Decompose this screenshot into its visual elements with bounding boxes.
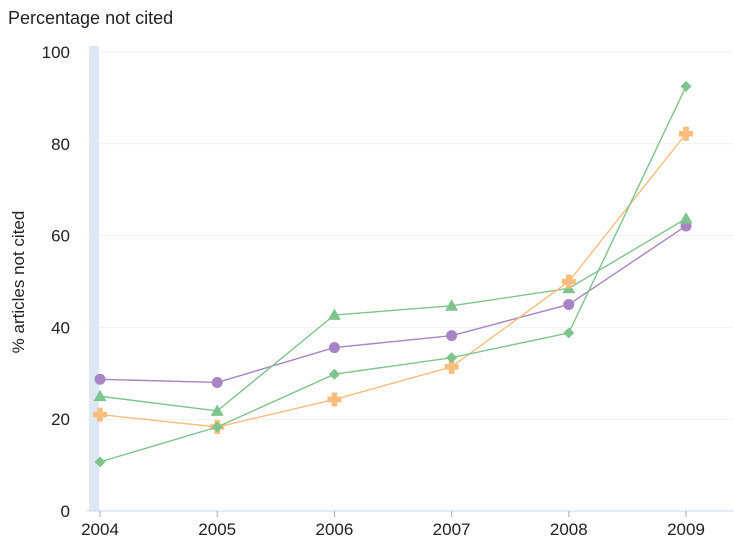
- series-group: [93, 80, 693, 468]
- x-tick-label: 2004: [81, 520, 119, 539]
- axes: 0 20 40 60 80 100 2004 2005 2006 2007 2008 2009: [42, 43, 733, 539]
- point-triangle: [210, 404, 224, 416]
- point-cross: [679, 126, 693, 141]
- series-line: [99, 225, 687, 384]
- point-cross: [327, 392, 342, 407]
- point-circle: [94, 373, 106, 385]
- point-triangle: [93, 389, 107, 402]
- series-cross: [93, 126, 693, 435]
- point-cross: [93, 407, 107, 422]
- y-tick-label: 20: [51, 410, 70, 429]
- y-tick-label: 100: [42, 43, 70, 62]
- y-axis-title: % articles not cited: [9, 211, 28, 354]
- point-circle: [446, 330, 458, 342]
- x-tick-label: 2009: [667, 520, 705, 539]
- x-tick-label: 2007: [433, 520, 471, 539]
- point-diamond: [446, 352, 458, 364]
- series-triangle: [93, 212, 693, 416]
- series-diamond: [94, 80, 692, 468]
- point-circle: [211, 376, 223, 388]
- point-cross: [444, 359, 459, 374]
- y-tick-label: 0: [61, 502, 70, 521]
- point-triangle: [327, 308, 341, 320]
- y-tick-label: 40: [51, 318, 70, 337]
- grid-lines: [87, 51, 733, 420]
- point-circle: [563, 298, 575, 310]
- point-circle: [328, 342, 340, 354]
- x-tick-label: 2005: [198, 520, 236, 539]
- point-triangle: [679, 212, 693, 224]
- x-tick-label: 2008: [550, 520, 588, 539]
- series-line: [99, 133, 687, 428]
- point-diamond: [94, 456, 106, 468]
- y-tick-label: 60: [51, 227, 70, 246]
- point-diamond: [563, 327, 575, 339]
- point-cross: [561, 274, 576, 289]
- point-diamond: [328, 368, 340, 380]
- series-circle: [94, 220, 692, 388]
- point-diamond: [211, 421, 223, 433]
- point-diamond: [680, 80, 692, 92]
- highlight-band: [89, 46, 99, 511]
- y-tick-label: 80: [51, 135, 70, 154]
- chart-title: Percentage not cited: [8, 8, 174, 28]
- point-triangle: [445, 299, 459, 311]
- highlight-band-rect: [89, 46, 99, 511]
- series-line: [99, 218, 687, 412]
- x-tick-label: 2006: [315, 520, 353, 539]
- series-line: [99, 86, 687, 463]
